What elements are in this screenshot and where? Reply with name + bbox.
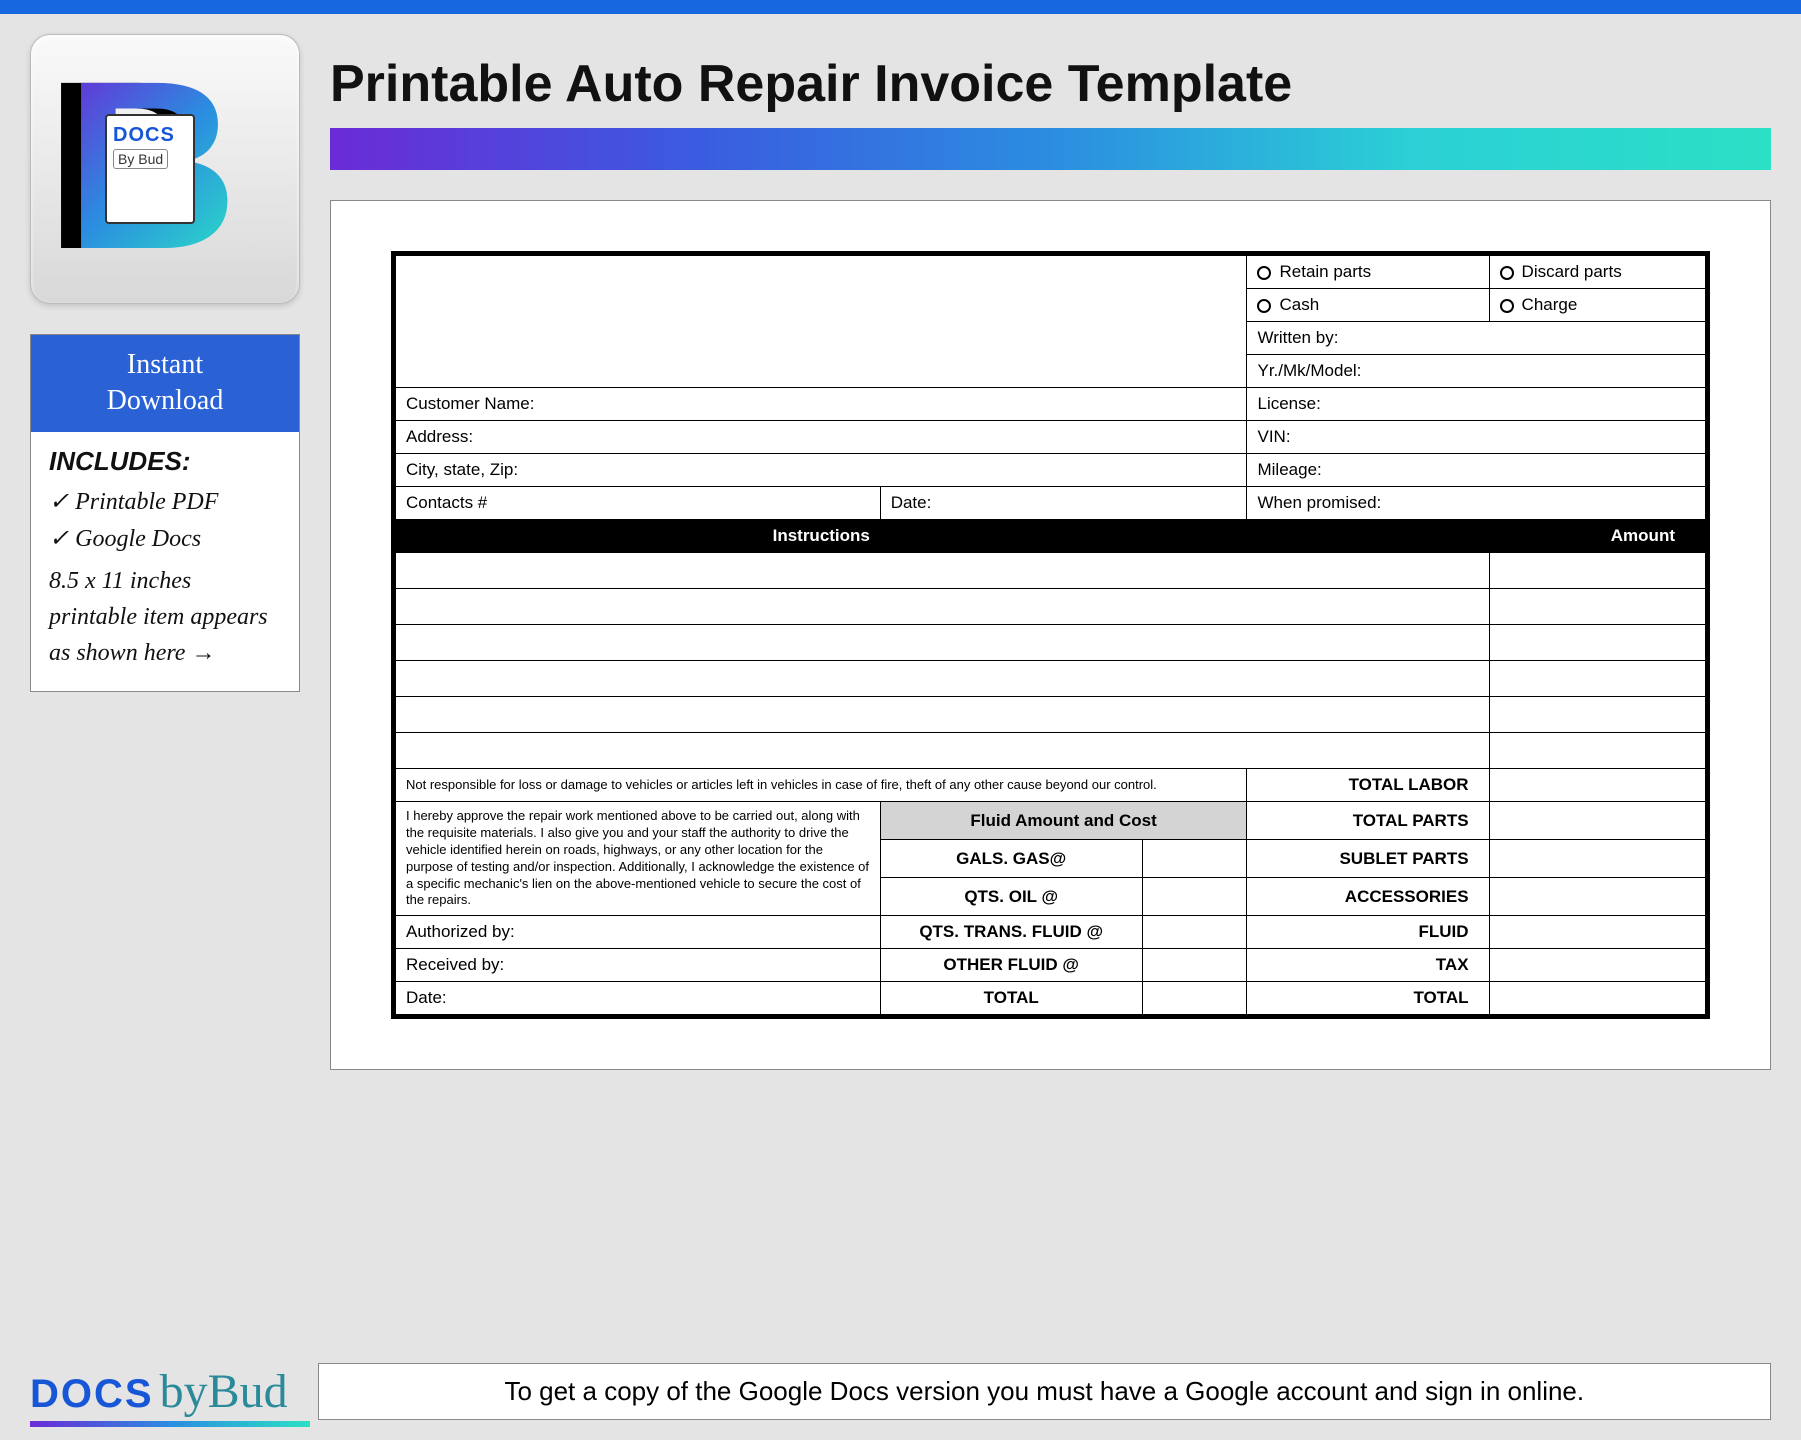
fluid-total-value xyxy=(1489,916,1705,949)
field-contacts: Contacts # xyxy=(396,487,881,520)
total-parts-label: TOTAL PARTS xyxy=(1247,802,1489,840)
dimensions-note: 8.5 x 11 inches printable item appears a… xyxy=(49,563,281,671)
line-amount xyxy=(1489,589,1705,625)
fluid-total-label: FLUID xyxy=(1247,916,1489,949)
line-amount xyxy=(1489,625,1705,661)
fluid-gas-label: GALS. GAS@ xyxy=(880,840,1142,878)
authorization-text: I hereby approve the repair work mention… xyxy=(396,802,881,916)
total-labor-label: TOTAL LABOR xyxy=(1247,769,1489,802)
sidebar-body: INCLUDES: ✓ Printable PDF ✓ Google Docs … xyxy=(31,432,299,691)
total-parts-value xyxy=(1489,802,1705,840)
opt-discard-parts: Discard parts xyxy=(1489,256,1705,289)
gradient-bar xyxy=(330,128,1771,170)
sidebar-header-line1: Instant xyxy=(41,347,289,383)
radio-icon xyxy=(1257,266,1271,280)
footer-underline xyxy=(30,1421,310,1427)
fluid-gas-value xyxy=(1142,840,1247,878)
sublet-parts-label: SUBLET PARTS xyxy=(1247,840,1489,878)
include-item-pdf: ✓ Printable PDF xyxy=(49,487,281,516)
grand-total-value xyxy=(1489,982,1705,1015)
footer-note: To get a copy of the Google Docs version… xyxy=(318,1363,1771,1420)
tax-value xyxy=(1489,949,1705,982)
logo-box: B B DOCS By Bud xyxy=(30,34,300,304)
footer-logo: DOCS byBud xyxy=(30,1364,288,1419)
fluid-total-row-value xyxy=(1142,982,1247,1015)
footer-bybud-text: byBud xyxy=(160,1364,288,1419)
line-item xyxy=(396,625,1490,661)
includes-label: INCLUDES: xyxy=(49,446,281,477)
line-item xyxy=(396,589,1490,625)
field-address: Address: xyxy=(396,421,1247,454)
tax-label: TAX xyxy=(1247,949,1489,982)
header-amount: Amount xyxy=(1247,520,1706,553)
fluid-other-value xyxy=(1142,949,1247,982)
footer-docs-text: DOCS xyxy=(30,1372,154,1417)
fluid-trans-value xyxy=(1142,916,1247,949)
field-customer-name: Customer Name: xyxy=(396,388,1247,421)
logo-docs-text: DOCS xyxy=(113,124,187,147)
grand-total-label: TOTAL xyxy=(1247,982,1489,1015)
left-column: B B DOCS By Bud Instant Download INCLUDE… xyxy=(30,34,300,1070)
field-vin: VIN: xyxy=(1247,421,1706,454)
include-item-gdocs: ✓ Google Docs xyxy=(49,524,281,553)
fluid-trans-label: QTS. TRANS. FLUID @ xyxy=(880,916,1142,949)
main-layout: B B DOCS By Bud Instant Download INCLUDE… xyxy=(0,14,1801,1070)
field-yr-mk-model: Yr./Mk/Model: xyxy=(1247,355,1706,388)
line-item xyxy=(396,697,1490,733)
line-item xyxy=(396,733,1490,769)
fluid-total-row-label: TOTAL xyxy=(880,982,1142,1015)
page-title: Printable Auto Repair Invoice Template xyxy=(330,34,1771,128)
field-written-by: Written by: xyxy=(1247,322,1706,355)
sidebar-header: Instant Download xyxy=(31,335,299,432)
field-date: Date: xyxy=(880,487,1247,520)
radio-icon xyxy=(1500,299,1514,313)
line-item xyxy=(396,553,1490,589)
invoice-preview: Retain parts Discard parts Cash Charge W… xyxy=(330,200,1771,1070)
fluid-header: Fluid Amount and Cost xyxy=(880,802,1247,840)
fluid-oil-label: QTS. OIL @ xyxy=(880,878,1142,916)
line-amount xyxy=(1489,553,1705,589)
opt-charge: Charge xyxy=(1489,289,1705,322)
right-column: Printable Auto Repair Invoice Template R… xyxy=(330,34,1771,1070)
disclaimer-text: Not responsible for loss or damage to ve… xyxy=(396,769,1247,802)
invoice-form: Retain parts Discard parts Cash Charge W… xyxy=(391,251,1710,1019)
field-mileage: Mileage: xyxy=(1247,454,1706,487)
top-accent-bar xyxy=(0,0,1801,14)
field-city-state-zip: City, state, Zip: xyxy=(396,454,1247,487)
field-license: License: xyxy=(1247,388,1706,421)
blank-header-area xyxy=(396,256,1247,388)
line-item xyxy=(396,661,1490,697)
line-amount xyxy=(1489,697,1705,733)
authorized-by-label: Authorized by: xyxy=(396,916,881,949)
opt-cash: Cash xyxy=(1247,289,1489,322)
sign-date-label: Date: xyxy=(396,982,881,1015)
line-amount xyxy=(1489,733,1705,769)
accessories-label: ACCESSORIES xyxy=(1247,878,1489,916)
fluid-oil-value xyxy=(1142,878,1247,916)
sidebar-card: Instant Download INCLUDES: ✓ Printable P… xyxy=(30,334,300,692)
opt-retain-parts: Retain parts xyxy=(1247,256,1489,289)
total-labor-value xyxy=(1489,769,1705,802)
field-when-promised: When promised: xyxy=(1247,487,1706,520)
line-amount xyxy=(1489,661,1705,697)
fluid-other-label: OTHER FLUID @ xyxy=(880,949,1142,982)
radio-icon xyxy=(1500,266,1514,280)
sublet-parts-value xyxy=(1489,840,1705,878)
header-instructions: Instructions xyxy=(396,520,1247,553)
received-by-label: Received by: xyxy=(396,949,881,982)
footer: DOCS byBud To get a copy of the Google D… xyxy=(30,1363,1771,1420)
logo-bybud-text: By Bud xyxy=(113,149,168,169)
sidebar-header-line2: Download xyxy=(41,383,289,419)
radio-icon xyxy=(1257,299,1271,313)
logo-document-icon: DOCS By Bud xyxy=(105,114,195,224)
accessories-value xyxy=(1489,878,1705,916)
